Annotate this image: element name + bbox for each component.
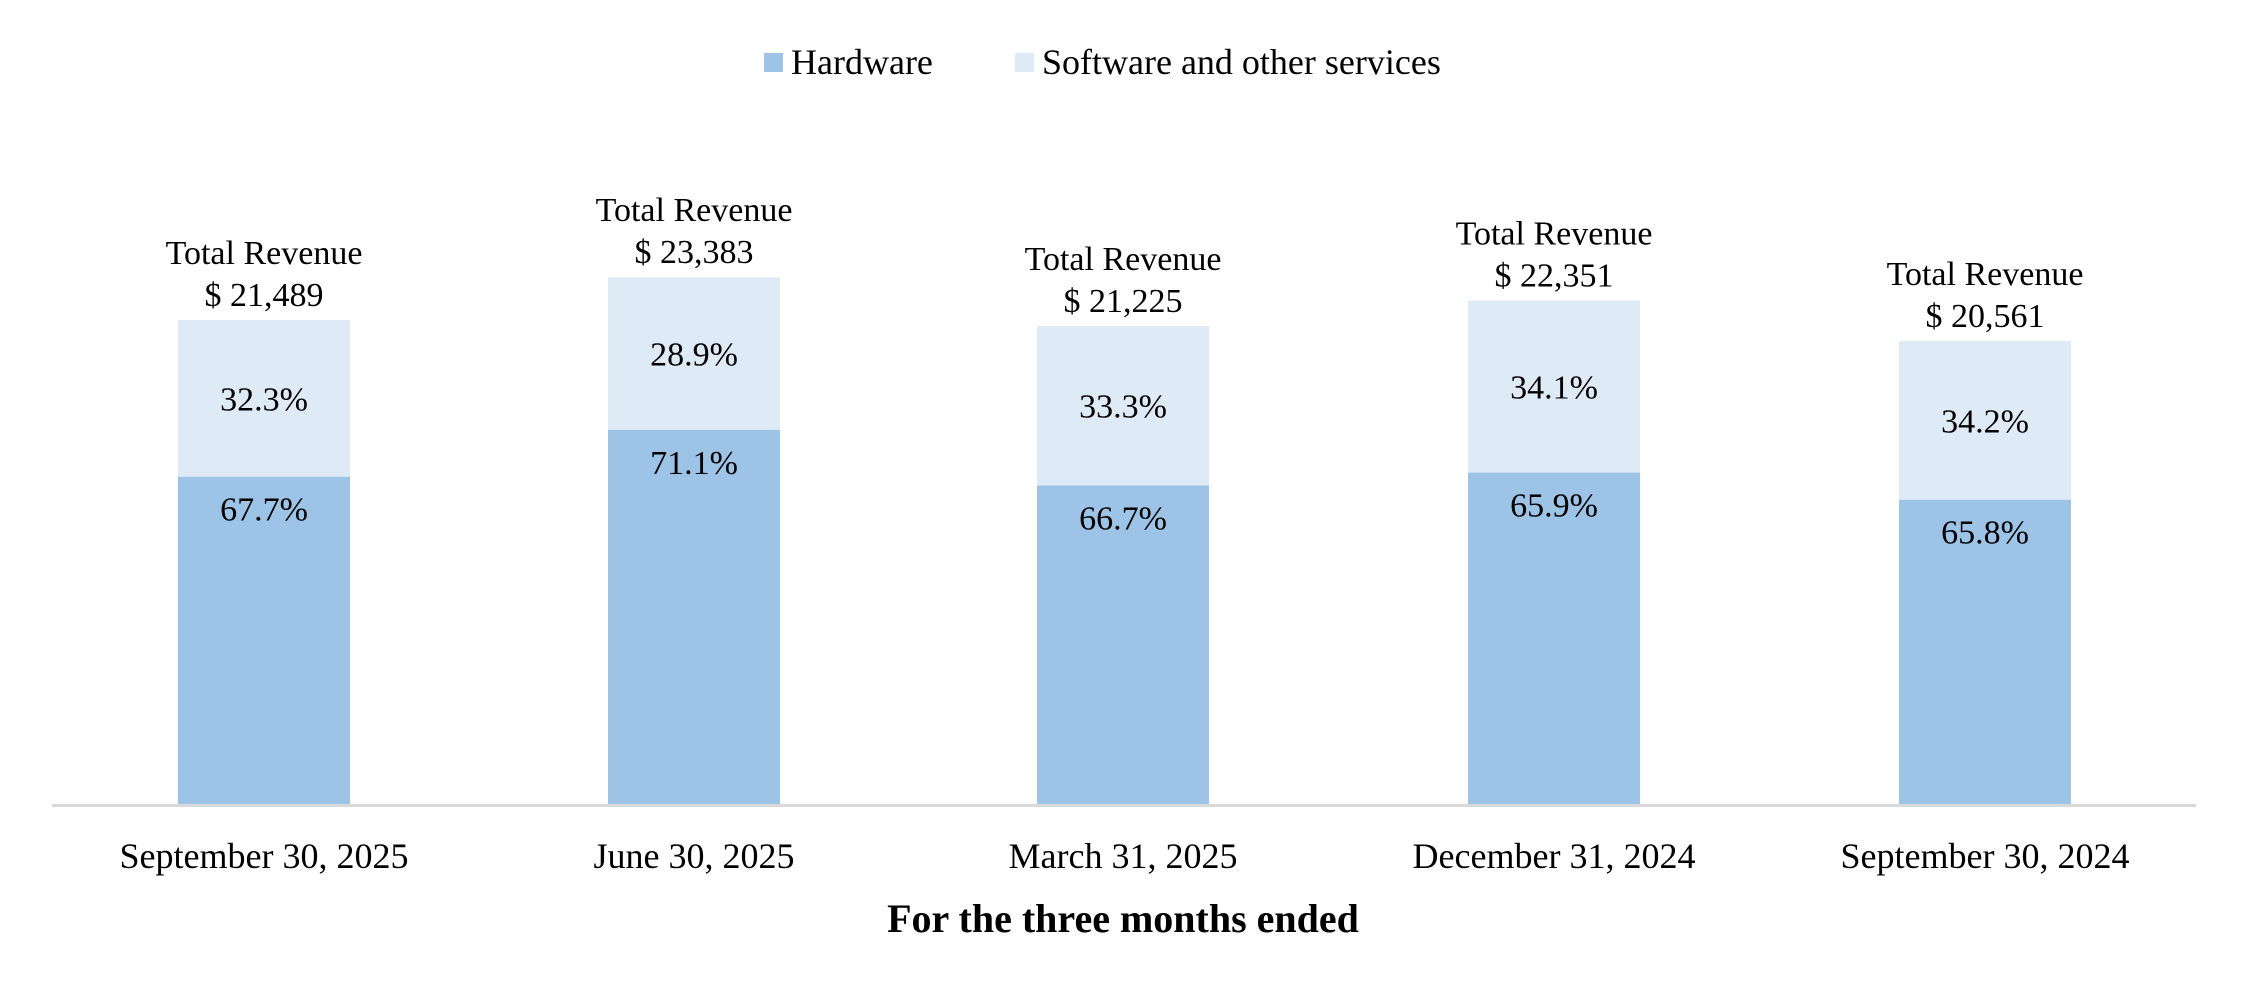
bar-hardware [178,476,350,805]
data-label-software: 33.3% [1079,389,1167,426]
data-label-software: 34.2% [1941,403,2029,440]
data-label-hardware: 66.7% [1079,500,1167,537]
data-label-hardware: 65.9% [1510,488,1598,525]
data-label-software: 28.9% [650,337,738,374]
legend-swatch-hardware [764,53,783,72]
x-axis-title: For the three months ended [887,896,1359,941]
x-tick-label: December 31, 2024 [1413,836,1696,876]
legend-swatch-software [1015,53,1034,72]
bars-group [178,277,2071,805]
x-tick-label: June 30, 2025 [594,836,795,876]
x-axis: September 30, 2025 June 30, 2025 March 31,… [52,804,2196,941]
total-revenue-heading: Total Revenue [596,192,793,229]
legend: Hardware Software and other services [764,42,1441,82]
total-revenue-value: $ 21,225 [1064,283,1183,320]
bar-software [1899,340,2071,500]
total-revenue-value: $ 23,383 [635,234,754,271]
total-revenue-value: $ 22,351 [1495,258,1614,295]
bar-software [1468,300,1640,473]
data-label-software: 34.1% [1510,370,1598,407]
data-label-hardware: 65.8% [1941,515,2029,552]
bar-software [1037,325,1209,486]
total-revenue-heading: Total Revenue [1025,241,1222,278]
x-tick-label: March 31, 2025 [1009,836,1238,876]
total-revenue-heading: Total Revenue [166,235,363,272]
x-tick-label: September 30, 2025 [120,836,409,876]
legend-label-software: Software and other services [1042,42,1441,82]
total-revenue-value: $ 20,561 [1926,298,2045,335]
total-revenue-value: $ 21,489 [205,277,324,314]
bar-software [178,319,350,477]
bar-hardware [608,429,780,805]
bar-hardware [1468,472,1640,805]
bar-hardware [1037,485,1209,805]
bar-hardware [1899,499,2071,805]
x-tick-label: September 30, 2024 [1841,836,2130,876]
bar-software [608,277,780,430]
data-label-hardware: 71.1% [650,445,738,482]
total-revenue-heading: Total Revenue [1456,216,1653,253]
total-revenue-heading: Total Revenue [1887,256,2084,293]
data-label-software: 32.3% [220,381,308,418]
data-label-hardware: 67.7% [220,492,308,529]
data-labels-group: 67.7% 32.3% Total Revenue $ 21,489 71.1% 28.9… [166,192,2084,551]
legend-label-hardware: Hardware [791,42,933,82]
